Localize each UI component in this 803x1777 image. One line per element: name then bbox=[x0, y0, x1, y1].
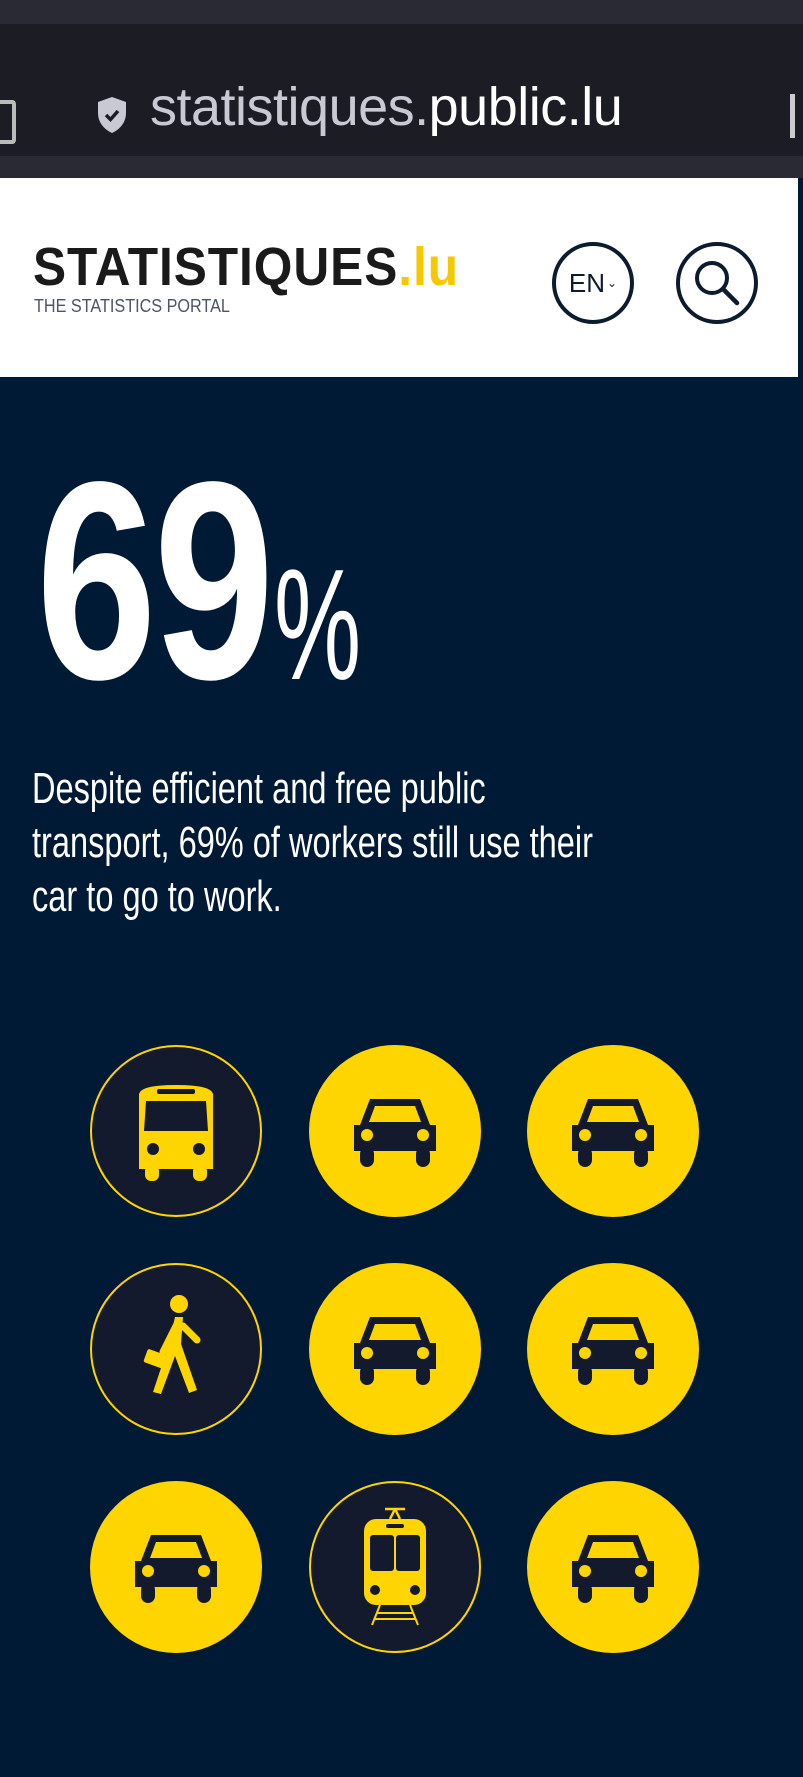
car-icon bbox=[354, 1317, 436, 1385]
tram-icon bbox=[364, 1507, 426, 1626]
car-icon bbox=[572, 1317, 654, 1385]
url-domain: statistiques. bbox=[150, 77, 429, 137]
stat-description: Despite efficient and free public transp… bbox=[32, 764, 593, 921]
transport-tile-car bbox=[527, 1263, 699, 1435]
car-icon bbox=[572, 1099, 654, 1167]
bus-icon bbox=[139, 1085, 213, 1181]
transport-tile-car bbox=[309, 1045, 481, 1217]
stat-unit: % bbox=[274, 537, 362, 713]
walking-icon bbox=[143, 1295, 201, 1394]
transport-tile-walking bbox=[90, 1263, 262, 1435]
language-label: EN bbox=[568, 267, 606, 298]
transport-tile-car bbox=[90, 1481, 262, 1653]
transport-tile-tram bbox=[309, 1481, 481, 1653]
car-icon bbox=[354, 1099, 436, 1167]
chevron-down-icon: ⌄ bbox=[607, 276, 618, 290]
transport-tile-bus bbox=[90, 1045, 262, 1217]
browser-top-strip bbox=[0, 0, 803, 24]
browser-url-bar[interactable]: statistiques.public.lu bbox=[0, 24, 803, 156]
search-button[interactable] bbox=[676, 242, 758, 324]
logo-suffix: .lu bbox=[398, 237, 459, 297]
shield-check-icon bbox=[98, 97, 126, 133]
language-selector[interactable]: EN ⌄ bbox=[552, 242, 634, 324]
site-header: STATISTIQUES.lu THE STATISTICS PORTAL EN… bbox=[0, 178, 798, 377]
url-rest: public.lu bbox=[428, 77, 623, 137]
site-logo[interactable]: STATISTIQUES.lu bbox=[33, 240, 459, 294]
share-icon[interactable] bbox=[0, 100, 16, 144]
logo-text: STATISTIQUES bbox=[33, 237, 399, 297]
car-icon bbox=[572, 1535, 654, 1603]
logo-tagline: THE STATISTICS PORTAL bbox=[34, 296, 230, 316]
reload-icon[interactable] bbox=[790, 94, 803, 138]
car-icon bbox=[135, 1535, 217, 1603]
transport-tile-car bbox=[309, 1263, 481, 1435]
stat-value: 69 bbox=[36, 423, 274, 738]
url-text[interactable]: statistiques.public.lu bbox=[150, 76, 623, 138]
transport-tile-car bbox=[527, 1481, 699, 1653]
browser-divider bbox=[0, 156, 803, 178]
transport-tile-car bbox=[527, 1045, 699, 1217]
search-icon bbox=[695, 261, 740, 306]
